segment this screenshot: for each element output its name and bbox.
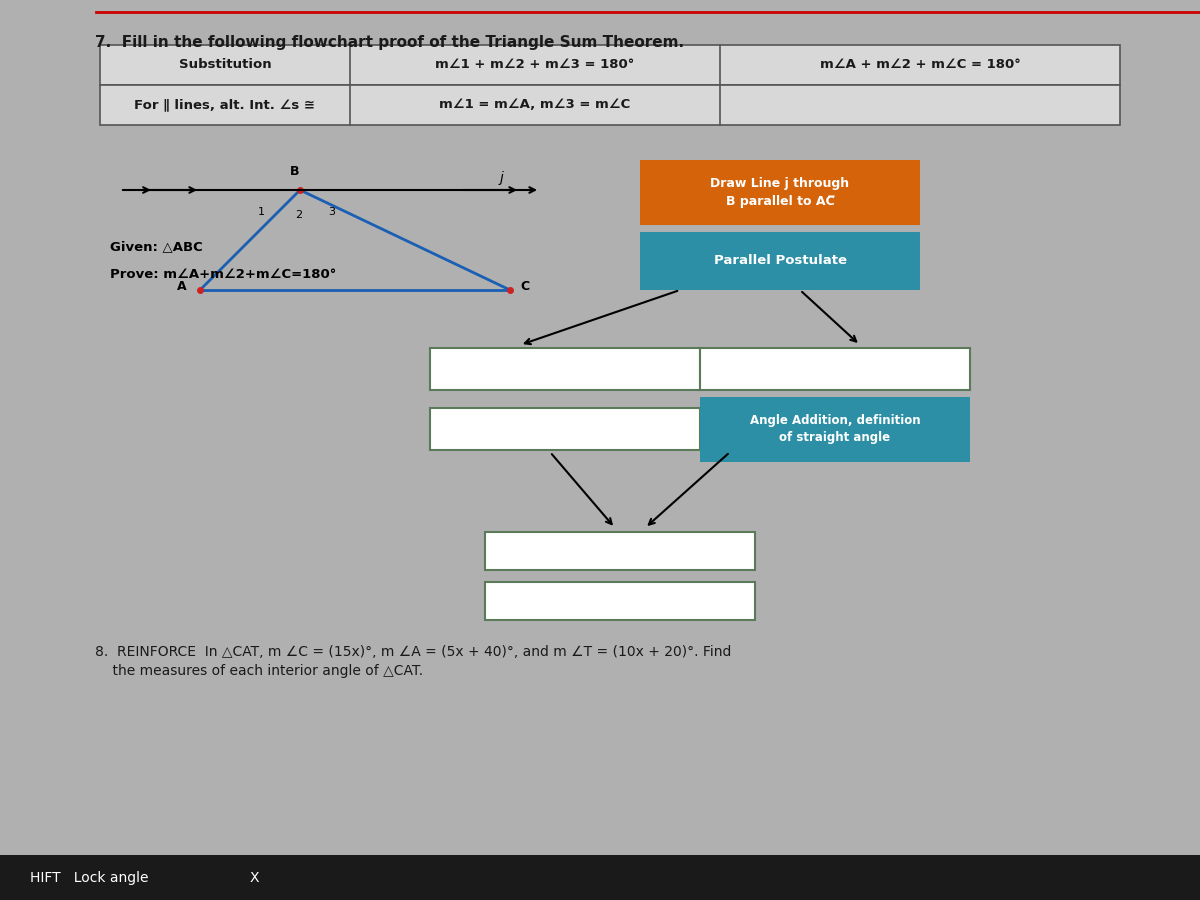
Text: j: j bbox=[500, 171, 504, 185]
Bar bbox=[100, 85, 1120, 125]
Text: Prove: m∠A+m∠2+m∠C=180°: Prove: m∠A+m∠2+m∠C=180° bbox=[110, 268, 336, 281]
Text: Angle Addition, definition
of straight angle: Angle Addition, definition of straight a… bbox=[750, 414, 920, 444]
Text: m∠1 = m∠A, m∠3 = m∠C: m∠1 = m∠A, m∠3 = m∠C bbox=[439, 98, 631, 112]
Bar bbox=[0, 855, 1200, 900]
Text: 7.  Fill in the following flowchart proof of the Triangle Sum Theorem.: 7. Fill in the following flowchart proof… bbox=[95, 35, 684, 50]
Text: C: C bbox=[521, 280, 529, 293]
Text: For ∥ lines, alt. Int. ∠s ≅: For ∥ lines, alt. Int. ∠s ≅ bbox=[134, 98, 316, 112]
Text: B: B bbox=[290, 165, 300, 178]
FancyBboxPatch shape bbox=[700, 397, 970, 462]
FancyBboxPatch shape bbox=[640, 160, 920, 225]
Text: Parallel Postulate: Parallel Postulate bbox=[714, 255, 846, 267]
Bar bbox=[100, 45, 1120, 85]
Text: A: A bbox=[178, 280, 187, 293]
Text: m∠1 + m∠2 + m∠3 = 180°: m∠1 + m∠2 + m∠3 = 180° bbox=[436, 58, 635, 71]
FancyBboxPatch shape bbox=[700, 348, 970, 390]
Text: m∠A + m∠2 + m∠C = 180°: m∠A + m∠2 + m∠C = 180° bbox=[820, 58, 1020, 71]
Text: Given: △ABC: Given: △ABC bbox=[110, 240, 203, 253]
FancyBboxPatch shape bbox=[640, 232, 920, 290]
Text: Substitution: Substitution bbox=[179, 58, 271, 71]
FancyBboxPatch shape bbox=[430, 348, 700, 390]
Text: X: X bbox=[250, 871, 259, 885]
FancyBboxPatch shape bbox=[430, 408, 700, 450]
Text: Draw Line j through
B parallel to AC̅: Draw Line j through B parallel to AC̅ bbox=[710, 177, 850, 208]
Text: HIFT   Lock angle: HIFT Lock angle bbox=[30, 871, 149, 885]
FancyBboxPatch shape bbox=[485, 582, 755, 620]
Text: 3: 3 bbox=[328, 207, 335, 217]
Text: 1: 1 bbox=[258, 207, 265, 217]
Text: 8.  REINFORCE  In △CAT, m ∠C = (15x)°, m ∠A = (5x + 40)°, and m ∠T = (10x + 20)°: 8. REINFORCE In △CAT, m ∠C = (15x)°, m ∠… bbox=[95, 645, 731, 679]
Text: 2: 2 bbox=[295, 210, 302, 220]
FancyBboxPatch shape bbox=[485, 532, 755, 570]
